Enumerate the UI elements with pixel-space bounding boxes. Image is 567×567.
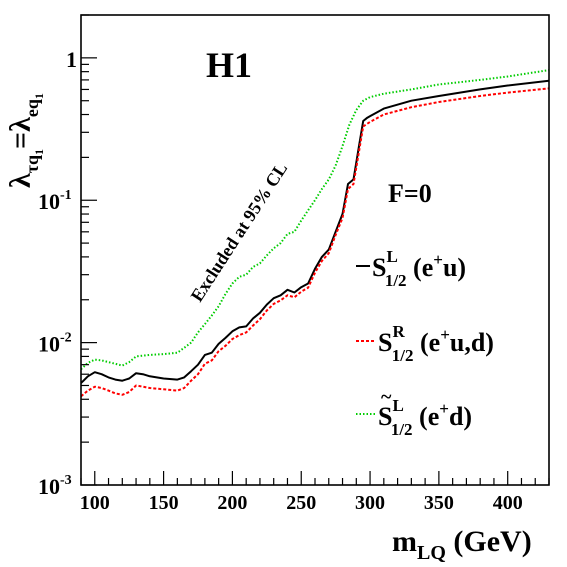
- x-tick-label: 350: [424, 492, 454, 514]
- x-tick-label: 250: [286, 492, 316, 514]
- series-line-s12L: [81, 79, 549, 384]
- legend-label-s12L: SL 1/2 (e+u): [372, 247, 466, 290]
- x-tick-label: 200: [217, 492, 247, 514]
- x-tick-label: 100: [80, 492, 110, 514]
- series-line-s12R: [81, 87, 549, 398]
- legend-label-s12R: SR 1/2 (e+u,d): [378, 322, 494, 365]
- y-tick-label: 1: [66, 47, 77, 72]
- y-tick-label: 10-3: [38, 473, 72, 499]
- x-tick-label: 150: [149, 492, 179, 514]
- legend-label-s12Lt: SL 1/2 (e+d): [378, 396, 472, 439]
- x-axis-label: mLQ (GeV): [392, 525, 532, 564]
- x-tick-label: 300: [355, 492, 385, 514]
- legend: SL 1/2 (e+u) SR 1/2 (e+u,d) SL 1/2 (e+d) ~: [356, 247, 494, 439]
- x-tick-label: 400: [493, 492, 523, 514]
- series-line-s12Lt: [81, 69, 549, 371]
- coupling-label: F=0: [388, 179, 432, 208]
- experiment-label: H1: [206, 45, 252, 85]
- y-tick-label: 10-2: [38, 331, 72, 357]
- y-axis-label: λτq1=λeq1: [4, 93, 46, 188]
- y-tick-label: 10-1: [38, 188, 72, 214]
- legend-tilde-icon: ~: [381, 386, 392, 408]
